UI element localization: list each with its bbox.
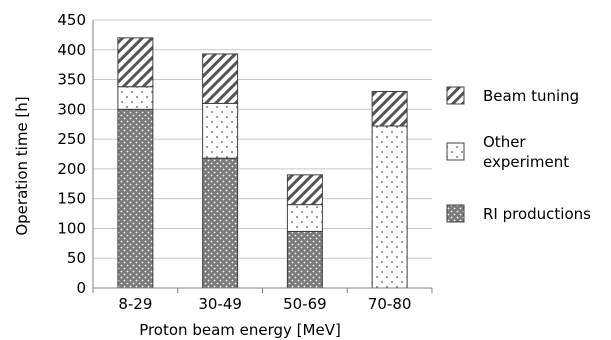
y-tick-label: 400 xyxy=(57,41,86,59)
bar-segment-ri-productions xyxy=(202,157,239,289)
legend-label: experiment xyxy=(483,153,569,171)
legend-item-other-experiment: Other experiment xyxy=(446,133,569,171)
bar-segment-ri-productions xyxy=(286,230,323,289)
legend-label: Other xyxy=(483,133,526,151)
x-tick-label: 50-69 xyxy=(283,295,327,313)
legend: Beam tuning Other experiment RI productions xyxy=(446,86,591,223)
y-tick-label: 300 xyxy=(57,100,86,118)
bar-segment-beam-tuning xyxy=(117,37,154,88)
bar-segment-beam-tuning xyxy=(371,90,408,127)
y-tick-label: 0 xyxy=(76,279,86,297)
y-tick-label: 200 xyxy=(57,160,86,178)
y-axis-title: Operation time [h] xyxy=(13,96,31,235)
y-tick-label: 50 xyxy=(67,249,86,267)
legend-swatch xyxy=(446,204,465,223)
legend-swatch xyxy=(446,142,465,161)
y-tick-labels: 0 50 100 150 200 250 300 350 400 450 xyxy=(57,11,86,297)
bar-segment-ri-productions xyxy=(117,108,154,289)
bar-segment-beam-tuning xyxy=(286,174,323,206)
x-tick-label: 30-49 xyxy=(198,295,242,313)
x-tick-labels: 8-29 30-49 50-69 70-80 xyxy=(118,295,411,313)
y-tick-label: 100 xyxy=(57,219,86,237)
bars xyxy=(117,37,408,289)
legend-item-beam-tuning: Beam tuning xyxy=(446,86,579,105)
bar-segment-other-experiment xyxy=(286,204,323,232)
axes xyxy=(92,20,433,293)
bar-segment-other-experiment xyxy=(371,125,408,289)
x-tick-label: 8-29 xyxy=(118,295,152,313)
x-axis-title: Proton beam energy [MeV] xyxy=(139,321,341,339)
legend-label: RI productions xyxy=(483,205,591,223)
y-tick-label: 250 xyxy=(57,130,86,148)
legend-item-ri-productions: RI productions xyxy=(446,204,591,223)
bar-segment-other-experiment xyxy=(202,102,239,159)
y-tick-label: 350 xyxy=(57,71,86,89)
x-tick-label: 70-80 xyxy=(368,295,412,313)
legend-label: Beam tuning xyxy=(483,87,579,105)
legend-swatch xyxy=(446,86,465,105)
bar-segment-other-experiment xyxy=(117,86,154,110)
y-tick-label: 150 xyxy=(57,190,86,208)
y-tick-label: 450 xyxy=(57,11,86,29)
bar-segment-beam-tuning xyxy=(202,53,239,104)
